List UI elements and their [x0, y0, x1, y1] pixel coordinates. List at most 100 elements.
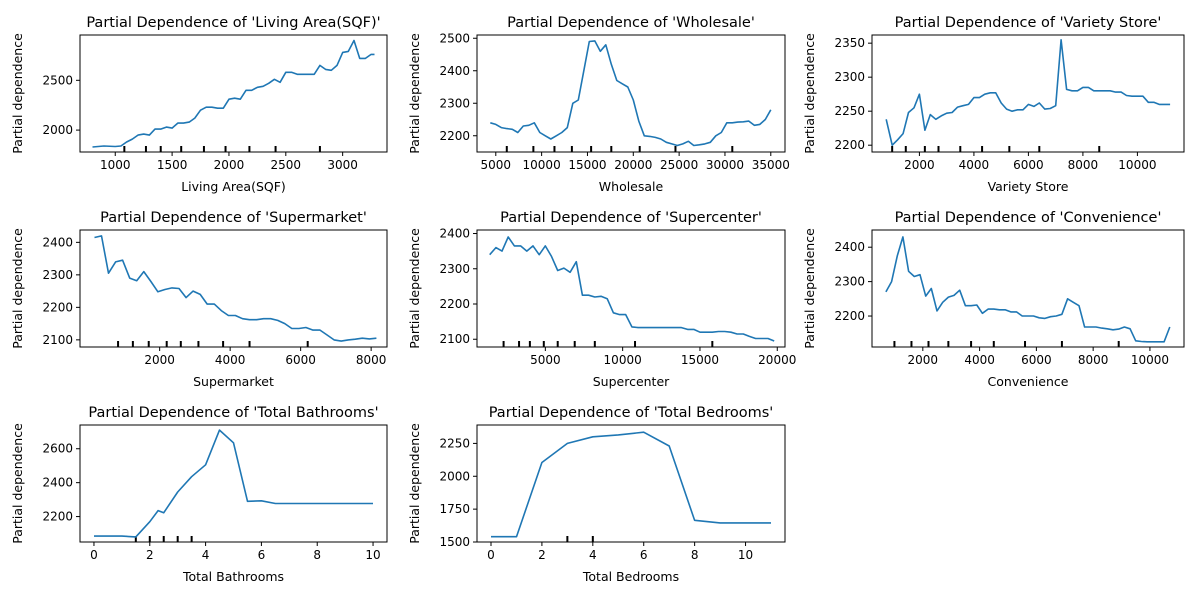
x-tick-label: 2 — [538, 548, 546, 562]
y-tick-label: 2200 — [42, 300, 73, 314]
x-tick-label: 8 — [313, 548, 321, 562]
y-tick-label: 2200 — [834, 309, 865, 323]
x-tick-label: 10000 — [523, 158, 561, 172]
x-axis-label: Wholesale — [599, 179, 664, 194]
y-tick-label: 2200 — [834, 138, 865, 152]
x-tick-label: 10 — [738, 548, 753, 562]
x-tick-label: 8000 — [1078, 353, 1109, 367]
x-tick-label: 3000 — [327, 158, 358, 172]
y-axis-label: Partial dependence — [407, 33, 422, 154]
x-tick-label: 6000 — [285, 353, 316, 367]
axes-frame — [476, 229, 786, 348]
x-tick-label: 4000 — [215, 353, 246, 367]
pd-line — [92, 39, 375, 148]
y-tick-label: 2250 — [834, 104, 865, 118]
x-tick-label: 6000 — [1013, 158, 1044, 172]
y-tick-label: 2400 — [42, 476, 73, 490]
subplot-title: Partial Dependence of 'Supermarket' — [100, 210, 367, 226]
subplot-title: Partial Dependence of 'Variety Store' — [895, 15, 1162, 31]
x-tick-label: 4 — [589, 548, 597, 562]
subplot-title: Partial Dependence of 'Convenience' — [895, 210, 1162, 226]
pd-line — [885, 236, 1171, 343]
subplot-7: Partial Dependence of 'Total Bathrooms' 0… — [10, 405, 388, 584]
x-axis-label: Supercenter — [593, 374, 670, 389]
subplot-8: Partial Dependence of 'Total Bedrooms' 0 2… — [407, 405, 786, 584]
subplot-5: Partial Dependence of 'Supercenter' 5000 1… — [407, 210, 796, 389]
subplot-title: Partial Dependence of 'Total Bathrooms' — [88, 405, 378, 421]
y-tick-label: 2400 — [834, 240, 865, 254]
y-axis-label: Partial dependence — [10, 228, 25, 349]
x-tick-label: 10 — [365, 548, 380, 562]
y-tick-label: 2300 — [834, 70, 865, 84]
subplot-title: Partial Dependence of 'Total Bedrooms' — [489, 405, 774, 421]
x-tick-label: 20000 — [758, 353, 796, 367]
x-tick-label: 4000 — [959, 158, 990, 172]
axes-frame — [79, 229, 388, 348]
x-tick-label: 1000 — [100, 158, 131, 172]
y-tick-label: 2250 — [439, 436, 470, 450]
pd-line — [885, 38, 1171, 146]
y-tick-label: 2100 — [439, 332, 470, 346]
x-tick-label: 2500 — [271, 158, 302, 172]
pd-line — [491, 431, 771, 538]
x-tick-label: 4000 — [964, 353, 995, 367]
y-tick-label: 2300 — [42, 268, 73, 282]
axes-frame — [476, 34, 786, 153]
subplot-6: Partial Dependence of 'Convenience' 2000 4… — [802, 210, 1185, 389]
x-tick-label: 2000 — [904, 158, 935, 172]
x-tick-label: 0 — [90, 548, 98, 562]
x-tick-label: 6000 — [1021, 353, 1052, 367]
x-axis-label: Total Bedrooms — [582, 569, 679, 584]
axes-frame — [79, 424, 388, 543]
y-tick-label: 1500 — [439, 535, 470, 549]
y-tick-label: 2500 — [42, 73, 73, 87]
x-tick-label: 2000 — [214, 158, 245, 172]
subplot-4: Partial Dependence of 'Supermarket' 2000 4… — [10, 210, 388, 389]
x-tick-label: 20000 — [614, 158, 652, 172]
x-tick-label: 8 — [691, 548, 699, 562]
x-tick-label: 35000 — [752, 158, 790, 172]
x-tick-label: 2 — [146, 548, 154, 562]
y-axis-label: Partial dependence — [407, 228, 422, 349]
axes-frame — [476, 424, 786, 543]
subplot-1: Partial Dependence of 'Living Area(SQF)'… — [10, 15, 388, 194]
x-tick-label: 5000 — [530, 353, 561, 367]
x-tick-label: 4 — [202, 548, 210, 562]
y-axis-label: Partial dependence — [10, 33, 25, 154]
x-tick-label: 2000 — [908, 353, 939, 367]
x-tick-label: 1500 — [157, 158, 188, 172]
y-tick-label: 2300 — [834, 275, 865, 289]
y-tick-label: 2000 — [42, 123, 73, 137]
axes-frame — [871, 229, 1185, 348]
axes-frame — [871, 34, 1185, 153]
x-tick-label: 15000 — [568, 158, 606, 172]
y-tick-label: 2200 — [42, 510, 73, 524]
x-tick-label: 8000 — [1068, 158, 1099, 172]
y-axis-label: Partial dependence — [802, 33, 817, 154]
subplot-3: Partial Dependence of 'Variety Store' 200… — [802, 15, 1185, 194]
x-tick-label: 6 — [640, 548, 648, 562]
y-tick-label: 2300 — [439, 96, 470, 110]
y-tick-label: 2350 — [834, 36, 865, 50]
y-tick-label: 2400 — [42, 235, 73, 249]
y-tick-label: 2600 — [42, 442, 73, 456]
axes-frame — [79, 34, 388, 153]
pd-line — [490, 40, 772, 147]
subplot-title: Partial Dependence of 'Wholesale' — [507, 15, 755, 31]
subplot-title: Partial Dependence of 'Living Area(SQF)' — [86, 15, 380, 31]
x-tick-label: 6 — [258, 548, 266, 562]
y-axis-label: Partial dependence — [802, 228, 817, 349]
y-tick-label: 2200 — [439, 129, 470, 143]
subplot-2: Partial Dependence of 'Wholesale' 5000 100… — [407, 15, 790, 194]
x-tick-label: 10000 — [604, 353, 642, 367]
pd-line — [489, 236, 775, 342]
x-tick-label: 15000 — [681, 353, 719, 367]
y-tick-label: 2000 — [439, 469, 470, 483]
y-tick-label: 2400 — [439, 227, 470, 241]
y-tick-label: 2100 — [42, 333, 73, 347]
x-tick-label: 0 — [487, 548, 495, 562]
x-tick-label: 25000 — [660, 158, 698, 172]
x-tick-label: 8000 — [356, 353, 387, 367]
y-tick-label: 2500 — [439, 31, 470, 45]
x-tick-label: 30000 — [706, 158, 744, 172]
